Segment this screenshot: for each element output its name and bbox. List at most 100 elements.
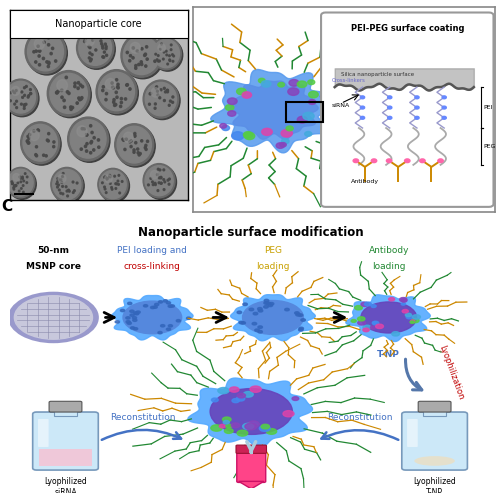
Circle shape <box>212 398 218 402</box>
Circle shape <box>30 93 32 95</box>
Circle shape <box>134 312 138 314</box>
Circle shape <box>252 322 256 325</box>
Bar <box>54 411 77 416</box>
Circle shape <box>66 190 68 192</box>
Circle shape <box>224 428 233 433</box>
Circle shape <box>60 192 62 194</box>
Circle shape <box>128 60 131 62</box>
Circle shape <box>168 178 170 180</box>
Text: loading: loading <box>372 262 406 271</box>
Circle shape <box>160 48 161 50</box>
Polygon shape <box>230 81 318 139</box>
Circle shape <box>122 139 124 141</box>
Circle shape <box>40 35 43 38</box>
Circle shape <box>4 79 38 115</box>
Circle shape <box>14 185 15 186</box>
Circle shape <box>62 185 64 187</box>
Text: PEG: PEG <box>484 144 496 149</box>
Circle shape <box>289 79 299 86</box>
Circle shape <box>104 188 106 190</box>
Circle shape <box>360 96 364 99</box>
Circle shape <box>134 133 136 135</box>
Circle shape <box>36 145 38 148</box>
Circle shape <box>124 36 160 74</box>
Circle shape <box>112 188 113 190</box>
Circle shape <box>113 99 115 101</box>
Circle shape <box>109 175 110 176</box>
Circle shape <box>122 180 123 182</box>
Circle shape <box>72 181 74 183</box>
Circle shape <box>36 155 38 157</box>
Circle shape <box>104 175 112 183</box>
Circle shape <box>166 328 170 330</box>
Circle shape <box>145 144 147 146</box>
Circle shape <box>282 139 289 144</box>
Circle shape <box>118 183 120 185</box>
Circle shape <box>90 151 92 154</box>
Circle shape <box>117 180 119 182</box>
Circle shape <box>65 76 68 79</box>
Circle shape <box>89 52 91 54</box>
Circle shape <box>148 184 150 186</box>
Circle shape <box>69 119 110 162</box>
Circle shape <box>5 81 39 117</box>
Circle shape <box>34 38 44 49</box>
Circle shape <box>64 106 66 108</box>
Polygon shape <box>346 295 430 342</box>
Circle shape <box>130 55 132 57</box>
Circle shape <box>56 181 58 182</box>
Circle shape <box>134 328 138 330</box>
Circle shape <box>231 423 240 427</box>
Circle shape <box>406 313 411 317</box>
Circle shape <box>166 54 168 56</box>
FancyBboxPatch shape <box>237 449 266 483</box>
Circle shape <box>53 141 55 143</box>
Circle shape <box>281 130 292 137</box>
Circle shape <box>371 305 376 308</box>
Circle shape <box>121 34 162 77</box>
Circle shape <box>248 421 259 427</box>
Circle shape <box>90 58 92 61</box>
Circle shape <box>58 179 60 181</box>
Circle shape <box>242 301 304 334</box>
Circle shape <box>150 92 152 95</box>
Circle shape <box>27 96 29 98</box>
Circle shape <box>48 70 90 116</box>
Circle shape <box>168 305 172 308</box>
Circle shape <box>136 148 139 150</box>
Circle shape <box>269 303 274 305</box>
Circle shape <box>84 37 86 40</box>
Circle shape <box>223 421 230 424</box>
Circle shape <box>133 151 135 153</box>
Circle shape <box>77 87 80 90</box>
Circle shape <box>124 148 126 150</box>
Circle shape <box>146 46 148 48</box>
Circle shape <box>104 43 106 45</box>
Circle shape <box>104 176 106 178</box>
Circle shape <box>46 139 48 141</box>
Circle shape <box>266 428 276 434</box>
Circle shape <box>134 141 137 144</box>
Circle shape <box>134 135 136 137</box>
Circle shape <box>278 82 284 87</box>
Circle shape <box>258 310 263 312</box>
Circle shape <box>80 84 82 86</box>
Circle shape <box>160 324 165 327</box>
Circle shape <box>105 47 107 50</box>
Text: Lyophilized
T-NP: Lyophilized T-NP <box>413 477 456 493</box>
Circle shape <box>52 170 81 200</box>
Circle shape <box>10 100 12 102</box>
Text: MSNP core: MSNP core <box>26 262 81 271</box>
Circle shape <box>146 140 148 142</box>
Circle shape <box>22 123 61 165</box>
Circle shape <box>56 91 58 94</box>
Circle shape <box>170 44 172 46</box>
Circle shape <box>172 54 173 56</box>
Circle shape <box>167 63 168 65</box>
Circle shape <box>292 397 299 400</box>
Circle shape <box>386 159 392 163</box>
Circle shape <box>120 98 122 100</box>
Circle shape <box>134 65 137 67</box>
Circle shape <box>308 91 318 98</box>
Circle shape <box>294 312 299 314</box>
